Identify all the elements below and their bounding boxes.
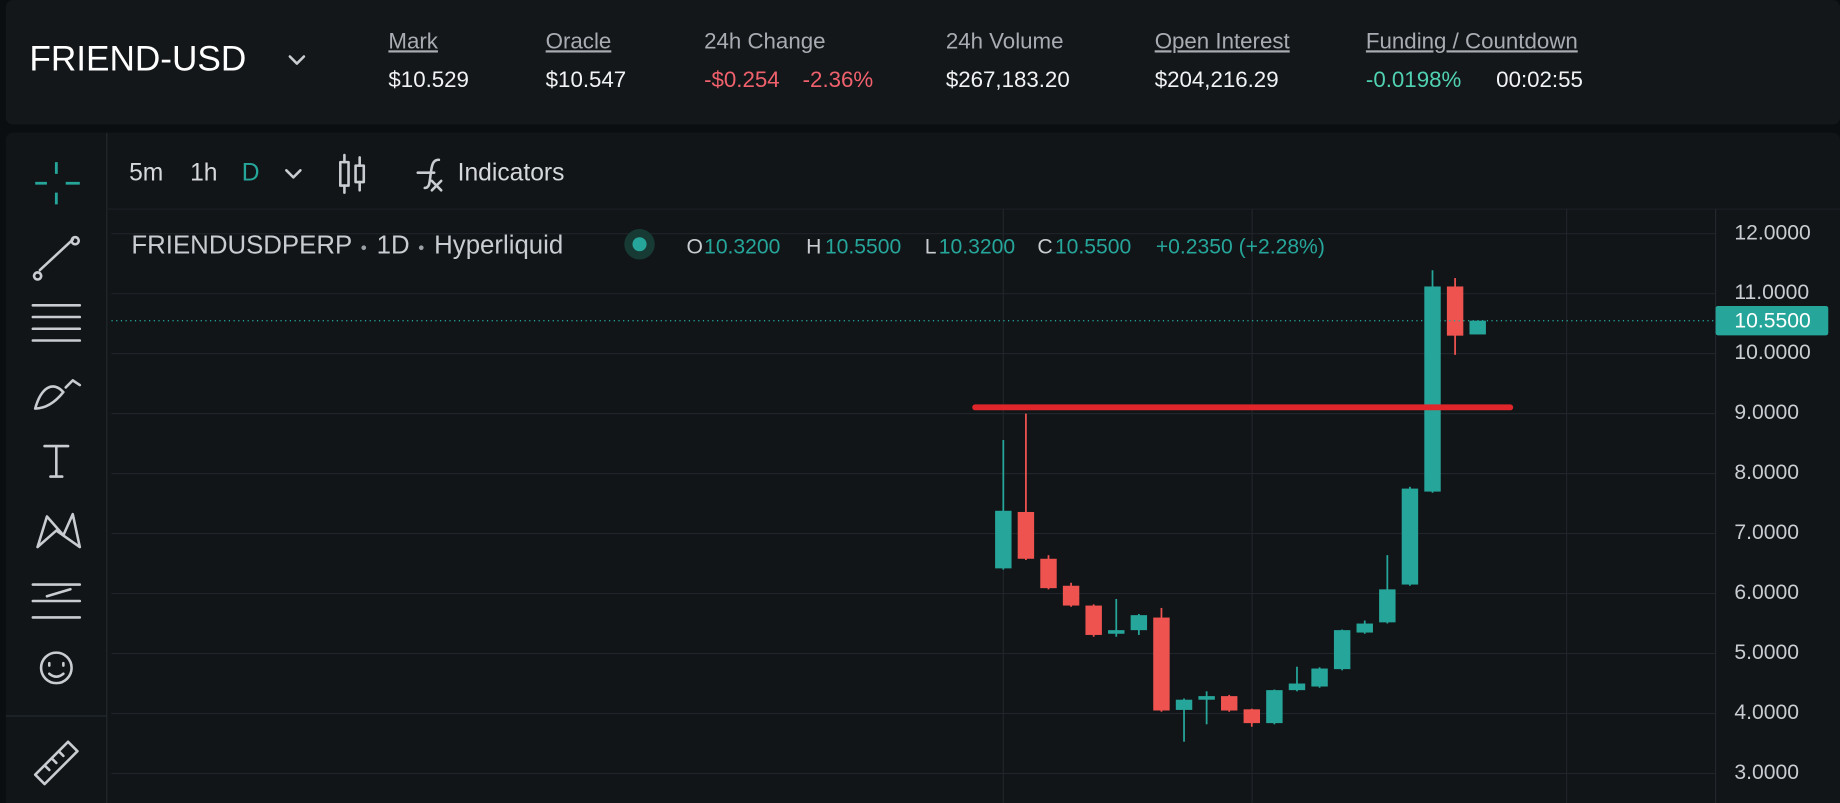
y-tick-label: 5.0000	[1734, 641, 1799, 664]
candle-body	[1040, 558, 1057, 589]
last-price-tag	[1715, 305, 1829, 336]
stat-value: $267,183.20	[946, 67, 1070, 92]
stat-label: 24h Volume	[946, 28, 1064, 53]
candle-body	[1333, 630, 1351, 670]
y-tick-label: 11.0000	[1734, 281, 1809, 304]
candle-body	[1401, 488, 1419, 585]
candle-body	[1198, 696, 1215, 700]
stat-label[interactable]: Oracle	[546, 28, 612, 53]
separator	[418, 245, 424, 251]
ohlc-value: 10.3200	[939, 235, 1015, 258]
candle-body	[1175, 699, 1193, 710]
candle-body	[1085, 605, 1102, 635]
ohlc-key: O	[686, 235, 702, 258]
candle-body	[1017, 511, 1035, 559]
ohlc-key: H	[806, 235, 821, 258]
fib-tool[interactable]	[31, 303, 82, 342]
stat-label[interactable]: Funding / Countdown	[1366, 28, 1578, 53]
indicators-icon[interactable]	[416, 158, 443, 192]
stat-label[interactable]: Mark	[388, 28, 438, 53]
stat-label[interactable]: Open Interest	[1155, 28, 1291, 53]
candle-body	[1446, 286, 1464, 336]
candle-body	[1311, 668, 1328, 687]
candle-body	[1130, 615, 1148, 631]
candle-body	[1266, 690, 1283, 724]
candle-body	[1379, 589, 1396, 623]
stat-value: 00:02:55	[1496, 67, 1583, 92]
plot: 3.0000 4.0000 5.0000 6.0000 7.0000 8.0000 9.00…	[111, 221, 1829, 784]
ohlc-value: 10.5500	[825, 235, 901, 258]
symbol[interactable]: FRIEND-USD	[29, 39, 246, 78]
stat-value: $204,216.29	[1155, 67, 1279, 92]
chart-type-button[interactable]	[339, 153, 366, 194]
candle-body	[1153, 617, 1170, 711]
ruler-tool[interactable]	[33, 740, 79, 786]
candle-body	[1220, 696, 1238, 711]
ohlc-value: 10.3200	[704, 235, 780, 258]
interval-chevron[interactable]	[285, 169, 302, 179]
interval-button[interactable]: 1h	[190, 159, 217, 186]
stat-value: $10.529	[388, 67, 469, 92]
stat-value: -2.36%	[803, 67, 874, 92]
candle-body	[1356, 623, 1373, 633]
projection-tool[interactable]	[31, 583, 82, 619]
legend-symbol: FRIENDUSDPERP	[131, 231, 352, 259]
ohlc-change: +0.2350 (+2.28%)	[1156, 235, 1325, 258]
stat-label: 24h Change	[704, 28, 825, 53]
y-tick-label: 3.0000	[1734, 761, 1799, 784]
legend-interval: 1D	[377, 231, 410, 259]
last-price-label: 10.5500	[1734, 309, 1810, 332]
stat-value: $10.547	[546, 67, 627, 92]
candle-body	[1062, 585, 1080, 606]
candle-body	[995, 510, 1012, 569]
y-tick-label: 6.0000	[1734, 581, 1799, 604]
stat-value: -$0.254	[704, 67, 780, 92]
interval-button[interactable]: 5m	[129, 159, 163, 186]
y-tick-label: 9.0000	[1734, 401, 1799, 424]
stat-value: -0.0198%	[1366, 67, 1462, 92]
ohlc-key: L	[925, 235, 937, 258]
status-dot	[632, 237, 647, 252]
y-tick-label: 10.0000	[1734, 341, 1810, 364]
legend-exchange: Hyperliquid	[434, 231, 563, 259]
trend-line-tool[interactable]	[32, 235, 80, 281]
candle-body	[1108, 630, 1125, 634]
ohlc-value: 10.5500	[1055, 235, 1131, 258]
emoji-tool[interactable]	[39, 651, 73, 685]
chart-panel	[5, 132, 1840, 803]
text-tool[interactable]	[43, 444, 70, 478]
crosshair-tool[interactable]	[35, 162, 80, 205]
header-panel	[5, 0, 1840, 125]
symbol-chevron[interactable]	[288, 55, 306, 65]
y-tick-label: 8.0000	[1734, 461, 1799, 484]
candle-body	[1424, 286, 1441, 492]
candle-body	[1243, 709, 1261, 724]
candle-body	[1288, 683, 1306, 691]
y-tick-label: 4.0000	[1734, 701, 1799, 724]
y-tick-label: 12.0000	[1734, 221, 1810, 244]
interval-button[interactable]: D	[242, 159, 260, 186]
pattern-tool[interactable]	[36, 512, 82, 549]
ohlc-key: C	[1037, 235, 1052, 258]
brush-tool[interactable]	[33, 379, 82, 410]
candle-body	[1469, 320, 1486, 335]
y-tick-label: 7.0000	[1734, 521, 1799, 544]
indicators-button[interactable]: Indicators	[458, 159, 565, 186]
separator	[361, 245, 367, 251]
drawing-tools	[31, 162, 82, 786]
